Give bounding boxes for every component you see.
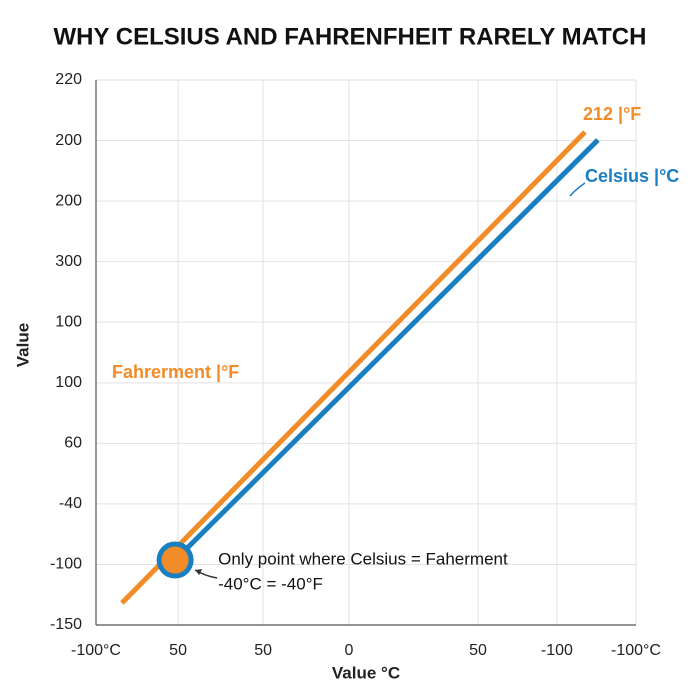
- y-tick-label: 220: [55, 71, 82, 88]
- y-tick-label: -150: [50, 616, 82, 633]
- y-tick-label: 300: [55, 253, 82, 270]
- x-tick-label: 50: [254, 642, 272, 659]
- arrow-head: [195, 569, 203, 576]
- series-line: [173, 138, 600, 562]
- y-tick-label: 100: [55, 313, 82, 330]
- legend-label: Celsius |°C: [585, 166, 679, 186]
- annotation-text: -40°C = -40°F: [218, 575, 323, 594]
- y-tick-label: -40: [59, 495, 82, 512]
- legend-label: Fahrerment |°F: [112, 362, 239, 382]
- x-tick-label: 50: [169, 642, 187, 659]
- highlight-ring: [156, 541, 194, 579]
- y-axis-title: Value: [13, 323, 32, 367]
- label-leader: [569, 182, 586, 197]
- y-tick-label: -100: [50, 556, 82, 573]
- x-tick-label: -100: [541, 642, 573, 659]
- x-tick-label: -100°C: [611, 642, 661, 659]
- chart-title: WHY CELSIUS AND FAHRENFHEIT RARELY MATCH: [54, 23, 647, 50]
- y-tick-label: 60: [64, 435, 82, 452]
- series-line: [120, 130, 587, 605]
- annotation-text: Only point where Celsius = Faherment: [218, 550, 508, 569]
- x-tick-label: -100°C: [71, 642, 121, 659]
- x-tick-label: 50: [469, 642, 487, 659]
- x-axis-title: Value °C: [332, 663, 400, 682]
- end-label: 212 |°F: [583, 104, 641, 124]
- y-tick-label: 200: [55, 192, 82, 209]
- y-tick-label: 100: [55, 374, 82, 391]
- y-tick-label: 200: [55, 132, 82, 149]
- x-tick-label: 0: [345, 642, 354, 659]
